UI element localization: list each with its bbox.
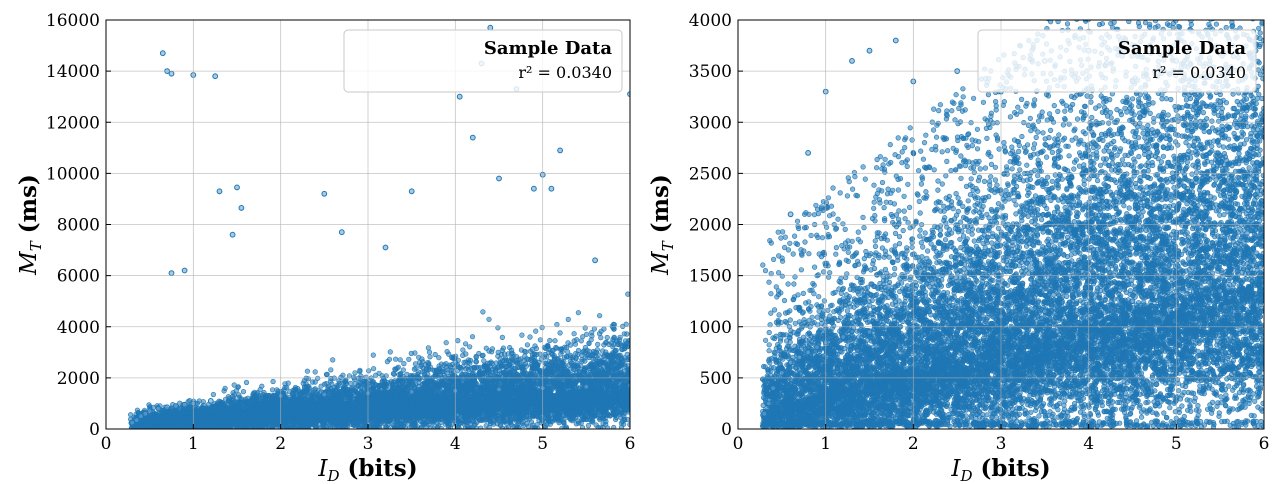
scatter-point [499, 334, 506, 341]
scatter-point [366, 368, 372, 374]
scatter-point [481, 358, 487, 364]
scatter-point [495, 325, 501, 331]
scatter-point [610, 344, 616, 350]
scatter-point [533, 345, 540, 352]
scatter-point [357, 367, 363, 373]
scatter-point [537, 337, 544, 343]
scatter-point [554, 321, 560, 328]
scatter-point [547, 337, 553, 344]
scatter-point [210, 391, 216, 398]
scatter-point [270, 378, 276, 385]
scatter-point [393, 356, 399, 362]
scatter-point [480, 309, 486, 315]
scatter-point [436, 355, 442, 361]
scatter-point [625, 291, 630, 297]
scatter-point [259, 383, 265, 389]
scatter-point [401, 361, 407, 367]
scatter-point [524, 342, 531, 348]
scatter-point [621, 331, 627, 337]
scatter-point [328, 375, 334, 382]
scatter-point [473, 353, 479, 360]
scatter-point [225, 394, 231, 400]
scatter-point [243, 379, 250, 386]
scatter-point [512, 416, 519, 422]
scatter-point [426, 349, 433, 355]
scatter-point [310, 379, 316, 385]
scatter-point [196, 398, 202, 404]
scatter-point [467, 344, 473, 350]
scatter-point [575, 310, 582, 316]
scatter-point [315, 375, 321, 381]
subplot-1: 0 1 2 3 4 5 6020004000600080001000012000140001… [15, 11, 635, 484]
scatter-point [444, 349, 450, 355]
scatter-point [565, 316, 571, 323]
scatter-point [518, 356, 524, 362]
scatter-point [583, 331, 590, 337]
scatter-point [519, 332, 525, 338]
scatter-point [425, 345, 432, 351]
scatter-point [604, 334, 610, 341]
scatter-point [330, 357, 336, 363]
scatter-point [346, 373, 353, 379]
scatter-point [304, 368, 311, 374]
scatter-point [387, 349, 393, 355]
scatter-point [400, 367, 406, 373]
scatter-point [432, 351, 438, 358]
scatter-point [542, 423, 548, 429]
scatter-point [274, 387, 280, 393]
scatter-point [312, 369, 318, 375]
scatter-point [572, 341, 579, 347]
scatter-point [552, 338, 558, 344]
scatter-point [564, 353, 570, 360]
scatter-point [469, 334, 476, 340]
scatter-cloud [128, 291, 630, 429]
scatter-point [585, 423, 592, 429]
